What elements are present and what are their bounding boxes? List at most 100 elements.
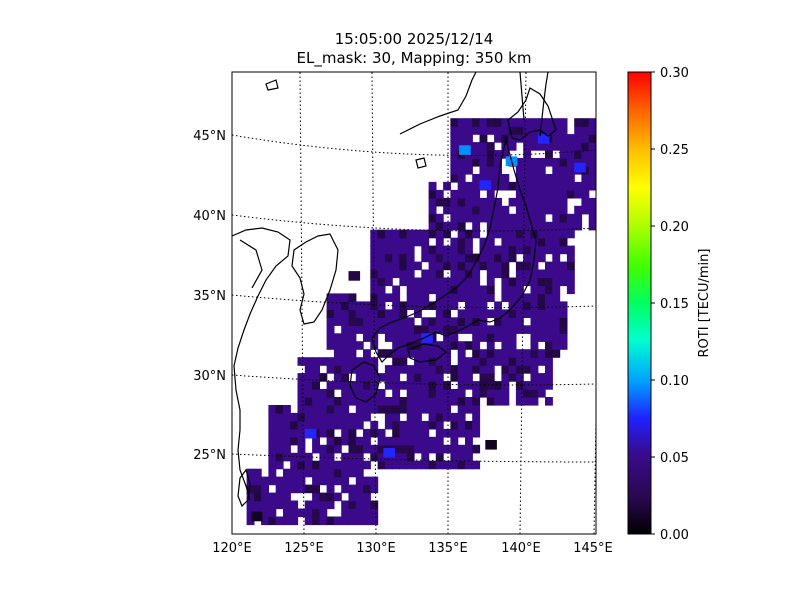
roti-cell bbox=[384, 333, 393, 342]
roti-cell bbox=[333, 333, 342, 342]
roti-cell bbox=[486, 373, 495, 382]
lat-tick-40: 40°N bbox=[193, 209, 226, 224]
roti-cell bbox=[297, 476, 306, 486]
roti-cell bbox=[341, 389, 350, 398]
roti-cell bbox=[428, 373, 437, 382]
roti-cell bbox=[479, 150, 488, 159]
roti-cell bbox=[370, 484, 379, 494]
roti-cell bbox=[501, 221, 510, 231]
roti-cell bbox=[465, 436, 473, 446]
roti-cell bbox=[450, 436, 459, 446]
roti-cell bbox=[457, 412, 466, 422]
roti-cell bbox=[275, 484, 284, 494]
roti-cell bbox=[370, 428, 379, 438]
roti-cell bbox=[363, 317, 371, 326]
roti-cell bbox=[333, 293, 342, 302]
roti-cell bbox=[530, 237, 539, 247]
chart-title-line2: EL_mask: 30, Mapping: 350 km bbox=[296, 49, 532, 67]
roti-cell bbox=[457, 444, 466, 454]
roti-cell bbox=[537, 245, 546, 255]
roti-cell bbox=[348, 357, 357, 366]
roti-cell bbox=[435, 261, 444, 271]
roti-cell bbox=[559, 229, 568, 239]
roti-cell bbox=[370, 253, 379, 263]
roti-cell bbox=[545, 277, 553, 287]
roti-cell bbox=[494, 221, 502, 231]
lon-tick-120: 120°E bbox=[212, 541, 252, 556]
roti-cell bbox=[508, 309, 517, 318]
roti-cell bbox=[421, 325, 430, 334]
roti-cell bbox=[304, 365, 313, 374]
roti-cell bbox=[537, 381, 546, 390]
roti-cell bbox=[355, 412, 364, 422]
roti-cell bbox=[443, 412, 451, 422]
roti-cell bbox=[428, 460, 437, 470]
roti-cell bbox=[530, 365, 539, 374]
roti-cell bbox=[450, 197, 459, 207]
roti-cell bbox=[515, 269, 524, 279]
roti-cell bbox=[472, 405, 481, 414]
roti-cell bbox=[457, 269, 466, 279]
roti-cell bbox=[552, 205, 561, 215]
roti-cell bbox=[312, 516, 320, 526]
roti-cell bbox=[414, 293, 422, 302]
roti-cell bbox=[312, 484, 320, 494]
roti-cell bbox=[414, 412, 422, 422]
roti-cell bbox=[297, 420, 306, 430]
roti-cell bbox=[261, 492, 269, 502]
roti-cell bbox=[472, 269, 481, 279]
roti-cell bbox=[574, 142, 583, 151]
cbar-tick-3: 0.15 bbox=[660, 297, 689, 312]
roti-cell bbox=[450, 126, 459, 135]
roti-cell bbox=[341, 333, 350, 342]
roti-cell bbox=[384, 277, 393, 287]
roti-cell bbox=[435, 229, 444, 239]
roti-cell bbox=[435, 341, 444, 350]
roti-cell bbox=[457, 229, 466, 239]
roti-cell bbox=[312, 365, 320, 374]
roti-cell bbox=[312, 420, 320, 430]
roti-cell bbox=[523, 189, 532, 199]
roti-cell bbox=[283, 420, 291, 430]
roti-cell bbox=[341, 317, 350, 326]
roti-cell bbox=[465, 237, 473, 247]
roti-cell bbox=[275, 460, 284, 470]
roti-cell bbox=[574, 189, 583, 199]
roti-cell bbox=[465, 428, 473, 438]
roti-cell bbox=[581, 118, 590, 127]
roti-cell bbox=[326, 293, 335, 302]
roti-cell bbox=[472, 341, 481, 350]
roti-cell bbox=[384, 237, 393, 247]
roti-cell bbox=[588, 221, 596, 231]
roti-cell bbox=[566, 245, 575, 255]
graticule bbox=[232, 72, 596, 534]
roti-cell bbox=[443, 444, 451, 454]
roti-cell bbox=[486, 142, 495, 151]
roti-cell bbox=[312, 500, 320, 510]
roti-cell bbox=[326, 484, 335, 494]
roti-cell bbox=[428, 197, 437, 207]
roti-cell bbox=[566, 150, 575, 159]
roti-cell bbox=[370, 516, 379, 526]
roti-cell bbox=[283, 444, 291, 454]
roti-cell bbox=[581, 134, 590, 143]
roti-cell bbox=[450, 245, 459, 255]
roti-cell bbox=[465, 373, 473, 382]
roti-cell bbox=[275, 452, 284, 462]
roti-cell bbox=[355, 476, 364, 486]
roti-cell bbox=[275, 516, 284, 526]
roti-cell bbox=[465, 285, 473, 295]
roti-cell bbox=[501, 126, 510, 135]
roti-cell bbox=[319, 460, 328, 470]
roti-cell bbox=[537, 166, 546, 175]
roti-cell bbox=[479, 325, 488, 334]
roti-cell bbox=[384, 261, 393, 271]
roti-cell bbox=[377, 317, 386, 326]
roti-cell bbox=[297, 405, 306, 414]
roti-cell bbox=[312, 412, 320, 422]
roti-cell bbox=[384, 269, 393, 279]
roti-cell bbox=[457, 397, 466, 406]
roti-cell bbox=[304, 389, 313, 398]
roti-cell bbox=[494, 349, 502, 358]
roti-cell bbox=[290, 500, 299, 510]
